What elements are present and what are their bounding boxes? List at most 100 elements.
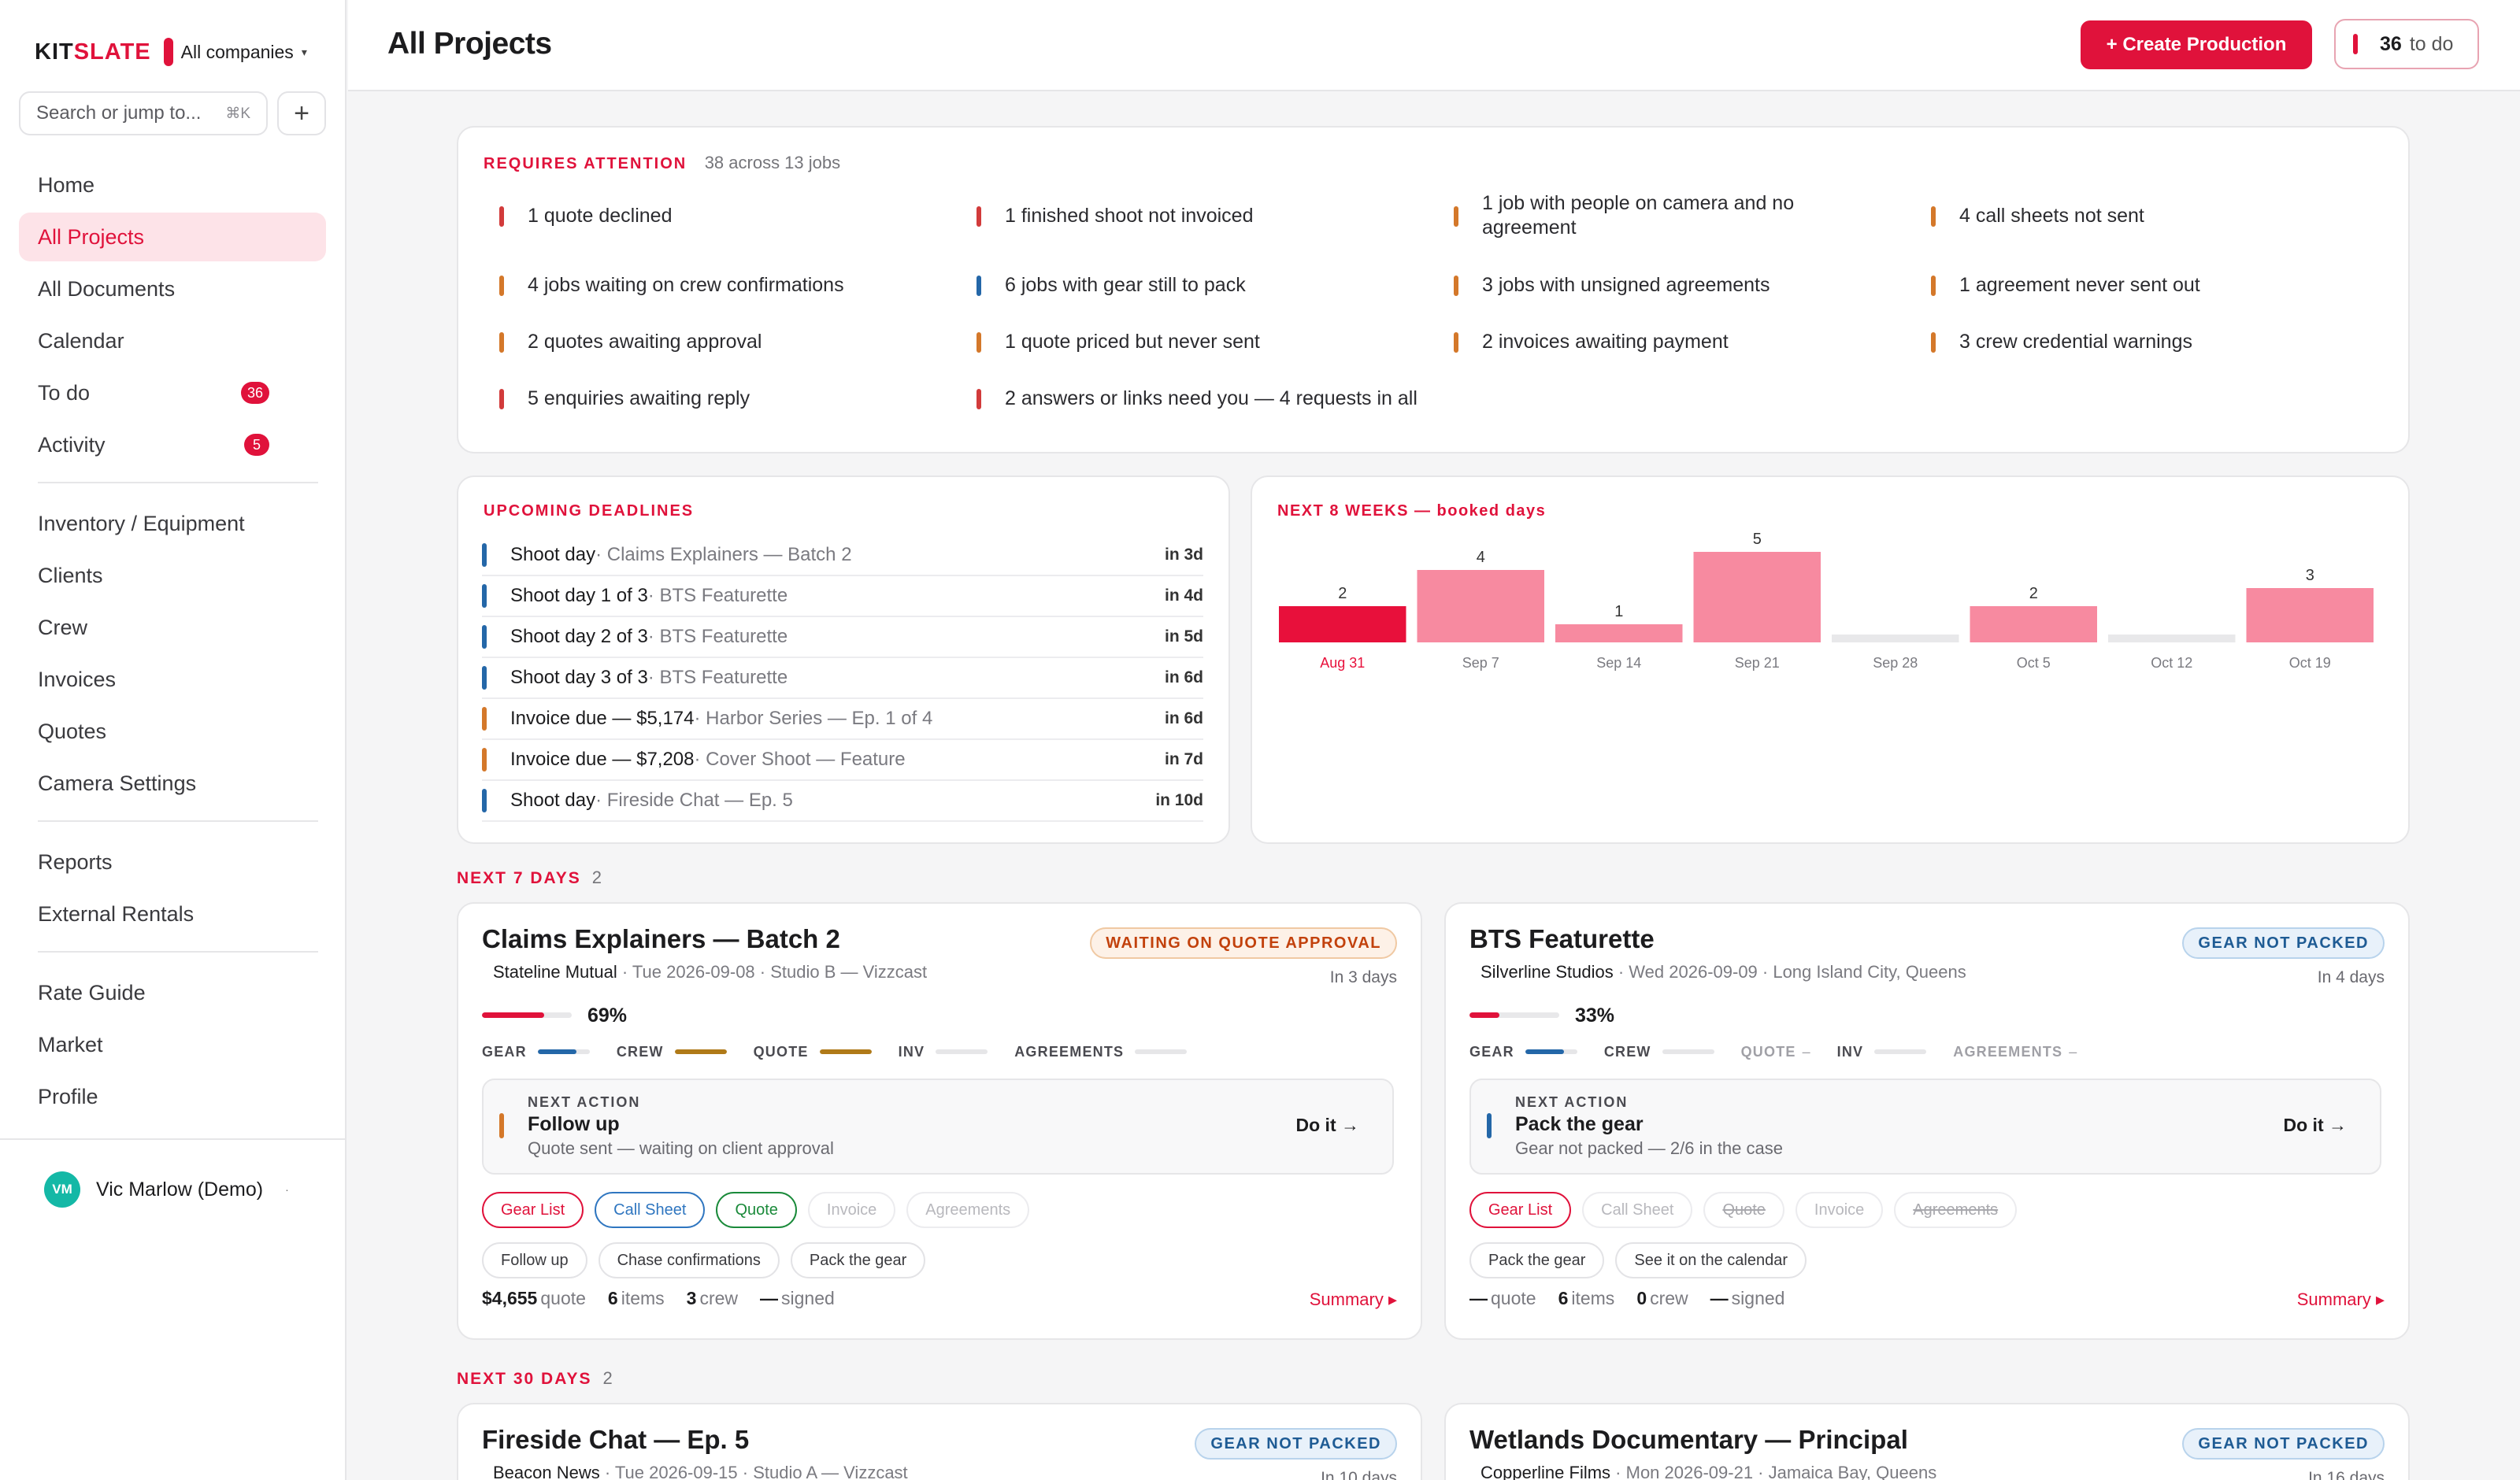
quote-total: — quote (1469, 1288, 1536, 1309)
attention-item[interactable]: 1 job with people on camera and no agree… (1454, 192, 1895, 240)
attention-item[interactable]: 3 crew credential warnings (1931, 331, 2372, 354)
project-card[interactable]: BTS Featurette Silverline Studios · Wed 2… (1444, 902, 2410, 1340)
next-action-box[interactable]: NEXT ACTION Pack the gear Gear not packed … (1469, 1079, 2381, 1175)
chart-bar[interactable] (2108, 635, 2236, 642)
search-input[interactable]: Search or jump to... ⌘K (19, 91, 268, 135)
sidebar-item-calendar[interactable]: Calendar (19, 316, 326, 365)
document-chip[interactable]: Agreements (906, 1192, 1030, 1228)
status-tick-icon (1931, 332, 1936, 353)
action-chip[interactable]: Follow up (482, 1242, 587, 1278)
attention-item[interactable]: 2 invoices awaiting payment (1454, 331, 1895, 354)
deadline-row[interactable]: Invoice due — $7,208 · Cover Shoot — Fea… (482, 740, 1203, 781)
attention-item[interactable]: 2 answers or links need you — 4 requests… (976, 387, 1418, 411)
document-chip[interactable]: Invoice (1795, 1192, 1884, 1228)
sidebar-item-profile[interactable]: Profile (19, 1072, 326, 1121)
attention-item[interactable]: 4 jobs waiting on crew confirmations (499, 274, 940, 298)
sidebar-item-label: Profile (38, 1084, 98, 1108)
project-title[interactable]: BTS Featurette (1469, 924, 1655, 953)
document-chip[interactable]: Gear List (1469, 1192, 1572, 1228)
sidebar-item-home[interactable]: Home (19, 161, 326, 209)
sidebar-item-reports[interactable]: Reports (19, 838, 326, 886)
more-icon[interactable]: · (285, 1183, 289, 1196)
document-chip[interactable]: Call Sheet (1582, 1192, 1693, 1228)
action-chip[interactable]: Pack the gear (1469, 1242, 1605, 1278)
chart-bar[interactable] (1417, 570, 1545, 642)
document-chip[interactable]: Gear List (482, 1192, 584, 1228)
sidebar: KITSLATE All companies ▾ Search or jump … (0, 0, 346, 1480)
do-it-button[interactable]: Do it → (1295, 1115, 1360, 1135)
stat-fill (819, 1049, 872, 1054)
attention-item[interactable]: 2 quotes awaiting approval (499, 331, 940, 354)
sidebar-item-todo[interactable]: To do 36 (19, 368, 326, 417)
stat-empty-dash: – (1802, 1043, 1810, 1060)
sidebar-item-invoices[interactable]: Invoices (19, 655, 326, 704)
project-card[interactable]: Claims Explainers — Batch 2 Stateline Mut… (457, 902, 1422, 1340)
next-action-title: Follow up (528, 1113, 620, 1135)
project-card[interactable]: Fireside Chat — Ep. 5 Beacon News · Tue 2… (457, 1403, 1422, 1480)
deadline-row[interactable]: Shoot day 2 of 3 · BTS Featurette in 5d (482, 617, 1203, 658)
sidebar-item-rate-guide[interactable]: Rate Guide (19, 968, 326, 1017)
attention-item[interactable]: 1 finished shoot not invoiced (976, 205, 1418, 228)
sidebar-item-camera-settings[interactable]: Camera Settings (19, 759, 326, 808)
sidebar-item-external-rentals[interactable]: External Rentals (19, 890, 326, 938)
document-chip[interactable]: Quote (716, 1192, 797, 1228)
attention-item-text: 5 enquiries awaiting reply (528, 387, 750, 409)
sidebar-item-inventory[interactable]: Inventory / Equipment (19, 499, 326, 548)
todo-button[interactable]: 36 to do (2334, 19, 2479, 69)
create-production-button[interactable]: + Create Production (2081, 20, 2312, 69)
chart-tick-label: Aug 31 (1320, 655, 1365, 671)
project-date-location: · Mon 2026-09-21 · Jamaica Bay, Queens (1610, 1463, 1937, 1480)
add-button[interactable]: + (277, 91, 326, 135)
attention-item[interactable]: 1 quote priced but never sent (976, 331, 1418, 354)
company-switcher[interactable]: All companies (180, 41, 294, 62)
sidebar-item-quotes[interactable]: Quotes (19, 707, 326, 756)
sidebar-item-activity[interactable]: Activity 5 (19, 420, 326, 469)
summary-link[interactable]: Summary ▸ (2296, 1289, 2385, 1309)
next-action-box[interactable]: NEXT ACTION Follow up Quote sent — waiting… (482, 1079, 1394, 1175)
chart-tick-label: Sep 21 (1735, 655, 1780, 671)
sidebar-item-all-documents[interactable]: All Documents (19, 265, 326, 313)
deadline-row[interactable]: Shoot day · Claims Explainers — Batch 2 i… (482, 535, 1203, 576)
sidebar-item-crew[interactable]: Crew (19, 603, 326, 652)
deadline-row[interactable]: Shoot day 1 of 3 · BTS Featurette in 4d (482, 576, 1203, 617)
document-chip[interactable]: Quote (1703, 1192, 1784, 1228)
deadline-when: in 6d (1164, 668, 1203, 686)
action-chip[interactable]: See it on the calendar (1615, 1242, 1807, 1278)
document-chip[interactable]: Call Sheet (595, 1192, 706, 1228)
todo-count: 36 (2380, 32, 2402, 55)
attention-item[interactable]: 3 jobs with unsigned agreements (1454, 274, 1895, 298)
project-title[interactable]: Claims Explainers — Batch 2 (482, 924, 840, 953)
chart-bar[interactable] (1555, 624, 1683, 642)
chart-bar[interactable] (1970, 606, 2098, 642)
attention-item[interactable]: 1 agreement never sent out (1931, 274, 2372, 298)
sidebar-item-all-projects[interactable]: All Projects (19, 213, 326, 261)
chart-bar[interactable] (2246, 588, 2374, 642)
attention-item[interactable]: 1 quote declined (499, 205, 940, 228)
user-menu[interactable]: VM Vic Marlow (Demo) · (44, 1171, 289, 1208)
brand[interactable]: KITSLATE All companies ▾ (35, 35, 307, 69)
attention-item[interactable]: 4 call sheets not sent (1931, 205, 2372, 228)
project-title[interactable]: Fireside Chat — Ep. 5 (482, 1425, 750, 1454)
deadline-row[interactable]: Shoot day 3 of 3 · BTS Featurette in 6d (482, 658, 1203, 699)
project-card[interactable]: Wetlands Documentary — Principal Copperli… (1444, 1403, 2410, 1480)
do-it-button[interactable]: Do it → (2283, 1115, 2348, 1135)
sidebar-item-market[interactable]: Market (19, 1020, 326, 1069)
chart-bar[interactable] (1279, 606, 1406, 642)
chevron-down-icon[interactable]: ▾ (301, 45, 307, 58)
chart-bar[interactable] (1693, 552, 1821, 642)
document-chip[interactable]: Agreements (1894, 1192, 2018, 1228)
document-chip[interactable]: Invoice (807, 1192, 896, 1228)
deadline-project: · BTS Featurette (647, 626, 788, 647)
project-title[interactable]: Wetlands Documentary — Principal (1469, 1425, 1908, 1454)
chart-bar[interactable] (1832, 635, 1959, 642)
attention-item[interactable]: 6 jobs with gear still to pack (976, 274, 1418, 298)
attention-item[interactable]: 5 enquiries awaiting reply (499, 387, 940, 411)
action-chip[interactable]: Pack the gear (790, 1242, 926, 1278)
sidebar-item-clients[interactable]: Clients (19, 551, 326, 600)
action-chip[interactable]: Chase confirmations (598, 1242, 780, 1278)
summary-link[interactable]: Summary ▸ (1309, 1289, 1397, 1309)
deadline-row[interactable]: Invoice due — $5,174 · Harbor Series — E… (482, 699, 1203, 740)
status-tick-icon (976, 389, 981, 409)
deadline-row[interactable]: Shoot day · Fireside Chat — Ep. 5 in 10d (482, 781, 1203, 822)
client-name: Beacon News (493, 1463, 600, 1480)
